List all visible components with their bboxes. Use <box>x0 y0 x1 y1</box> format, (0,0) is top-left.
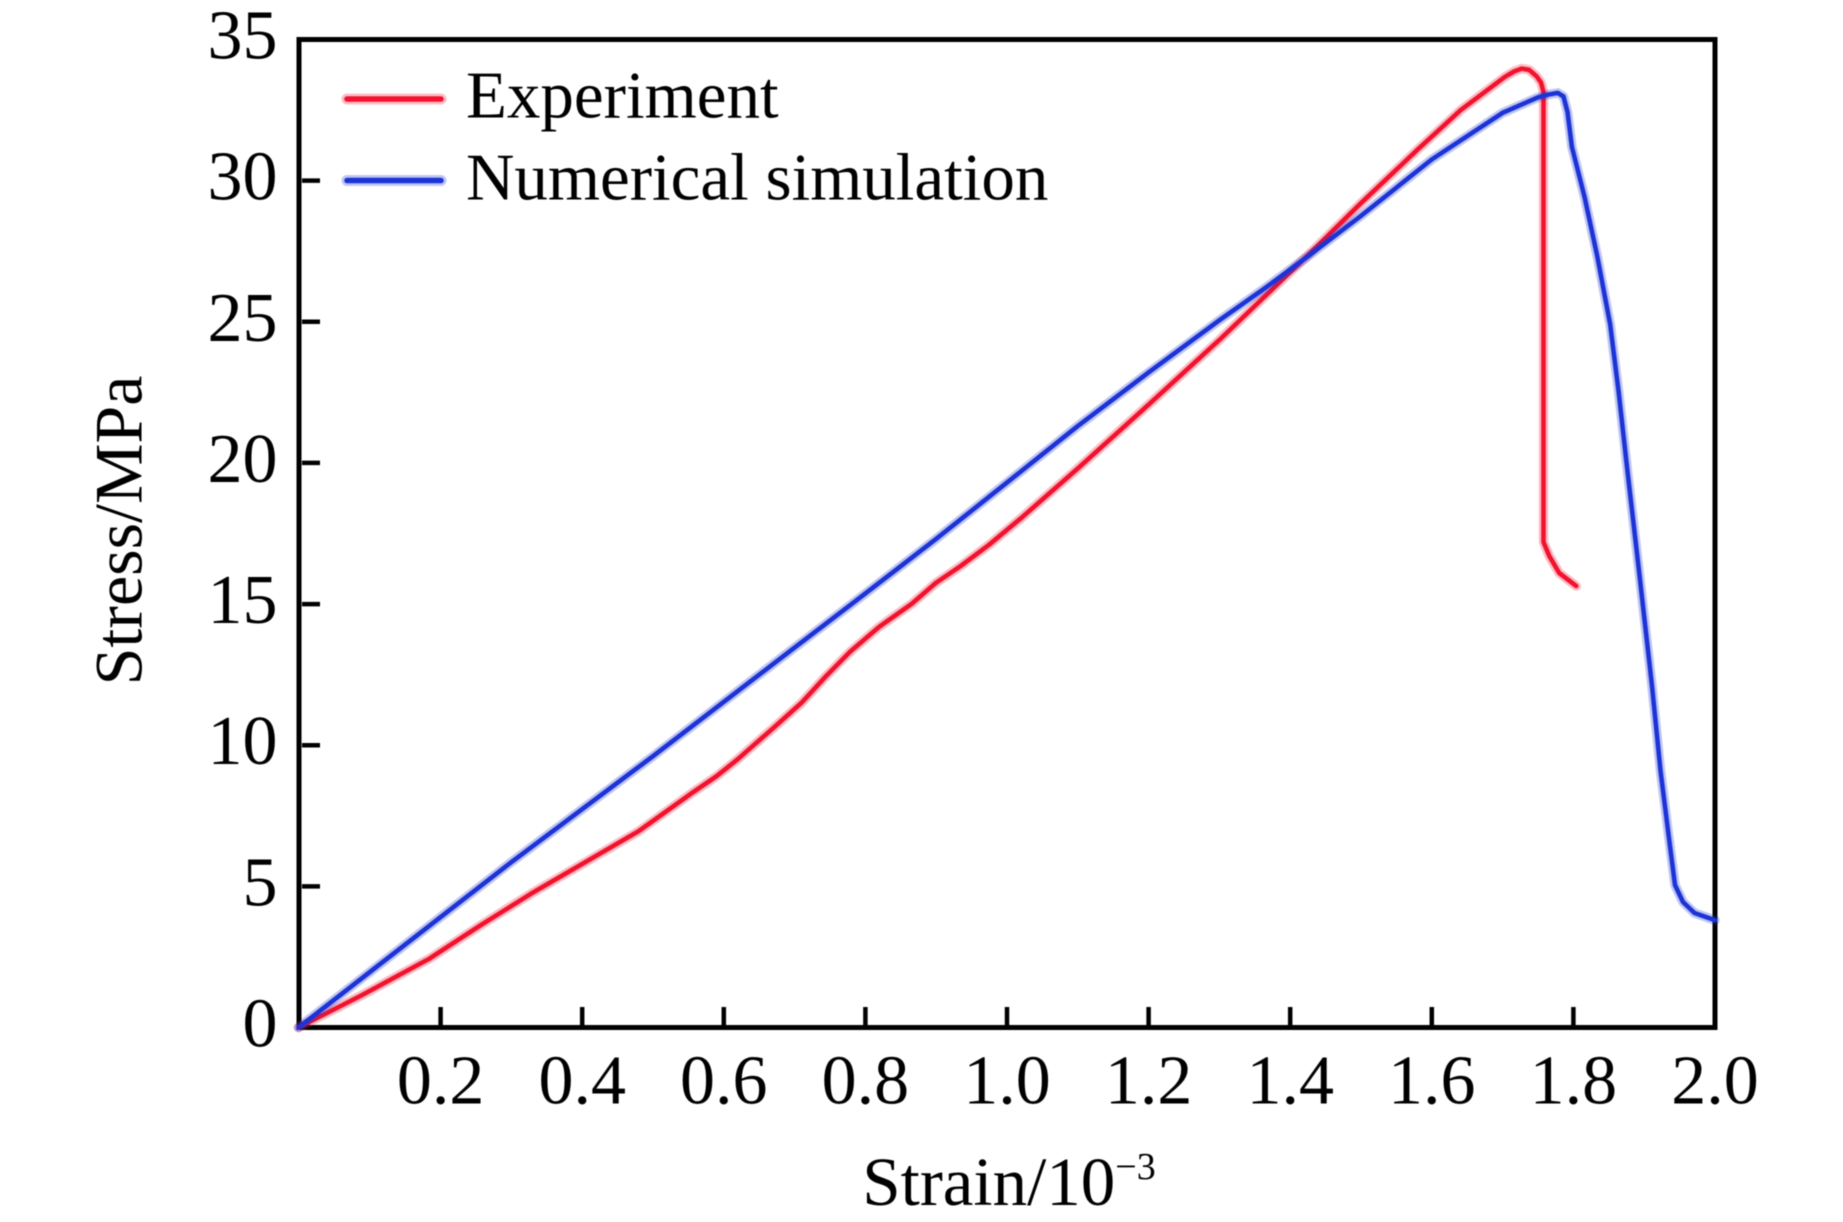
svg-text:1.6: 1.6 <box>1388 1043 1476 1120</box>
svg-text:30: 30 <box>208 139 278 216</box>
svg-text:1.4: 1.4 <box>1246 1043 1334 1120</box>
svg-text:Numerical simulation: Numerical simulation <box>466 141 1048 215</box>
svg-text:Strain/10−3: Strain/10−3 <box>862 1144 1155 1220</box>
svg-text:35: 35 <box>208 0 278 75</box>
svg-text:25: 25 <box>208 280 278 357</box>
svg-text:0: 0 <box>243 986 278 1063</box>
svg-text:0.2: 0.2 <box>397 1043 485 1120</box>
svg-text:0.8: 0.8 <box>822 1043 910 1120</box>
svg-text:1.2: 1.2 <box>1105 1043 1193 1120</box>
svg-text:15: 15 <box>208 562 278 639</box>
svg-text:Stress/MPa: Stress/MPa <box>81 376 157 686</box>
svg-text:1.0: 1.0 <box>963 1043 1051 1120</box>
svg-text:10: 10 <box>208 703 278 780</box>
svg-text:2.0: 2.0 <box>1671 1043 1759 1120</box>
svg-text:5: 5 <box>243 844 278 921</box>
svg-text:0.6: 0.6 <box>680 1043 768 1120</box>
svg-text:Experiment: Experiment <box>466 59 779 133</box>
svg-text:1.8: 1.8 <box>1530 1043 1618 1120</box>
svg-text:0.4: 0.4 <box>538 1043 626 1120</box>
svg-text:20: 20 <box>208 421 278 498</box>
